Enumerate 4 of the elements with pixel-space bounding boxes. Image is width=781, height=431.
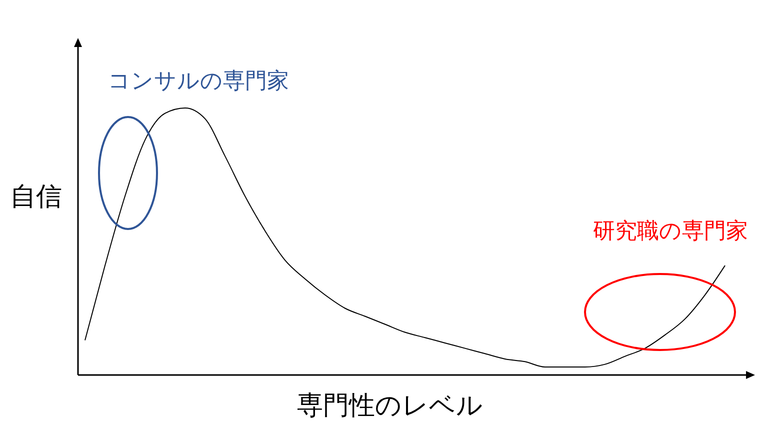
annotation: 研究職の専門家 bbox=[593, 219, 748, 244]
text: コンサルの専門家 bbox=[108, 69, 289, 94]
x-axis-title: 専門性のレベル bbox=[297, 391, 483, 421]
y-axis-title: 自信 bbox=[10, 182, 62, 212]
